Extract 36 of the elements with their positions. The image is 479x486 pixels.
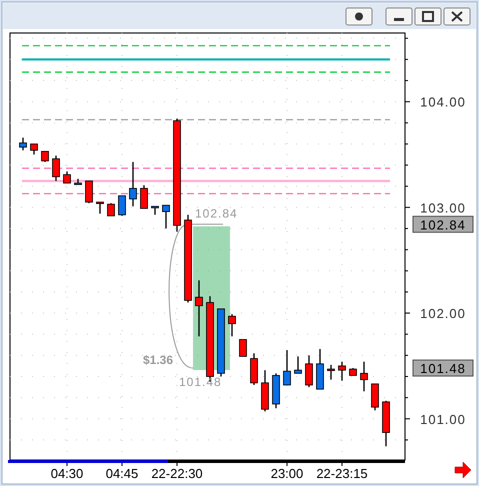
x-tick-label: 22-23:15 [316, 466, 368, 481]
x-tick-label: 23:00 [270, 466, 304, 481]
annotation: 102.84 [195, 206, 238, 220]
candlestick [283, 349, 291, 386]
y-tick-label: 102.00 [420, 306, 466, 322]
candlestick [162, 204, 170, 230]
candlestick [30, 143, 38, 156]
x-tick-label: 04:45 [106, 466, 138, 481]
candlestick [41, 150, 49, 163]
y-tick-label: 101.00 [420, 412, 466, 427]
candlestick [140, 184, 148, 210]
candlestick [239, 339, 247, 357]
candlestick [195, 280, 203, 337]
annotation: $1.36 [143, 353, 174, 368]
candlestick [107, 202, 115, 216]
annotation: 101.48 [179, 375, 222, 390]
candlestick [305, 354, 313, 388]
y-tick-label: 104.00 [420, 94, 466, 110]
candlestick [19, 136, 27, 151]
y-tick-label: 101.48 [420, 361, 466, 376]
candlestick [360, 361, 368, 392]
candlestick [96, 201, 104, 214]
x-tick-label: 04:30 [50, 466, 84, 481]
candlestick [85, 180, 93, 204]
candlestick [228, 313, 236, 337]
x-tick-label: 22-22:30 [151, 466, 203, 481]
y-tick-label: 103.00 [420, 200, 466, 216]
candlestick [371, 383, 379, 411]
candlestick [327, 364, 335, 380]
candlestick [118, 195, 126, 216]
candlestick [294, 356, 302, 374]
candlestick [52, 154, 60, 182]
candlestick [129, 161, 137, 207]
candlestick [63, 170, 71, 184]
y-tick-label: 102.84 [420, 217, 466, 232]
candlestick [338, 361, 346, 382]
